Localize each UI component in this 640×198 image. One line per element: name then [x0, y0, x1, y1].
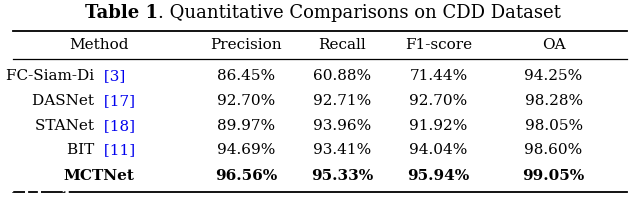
Text: 98.05%: 98.05% [525, 119, 582, 133]
Text: 91.92%: 91.92% [409, 119, 468, 133]
Text: 98.60%: 98.60% [524, 144, 583, 157]
Text: 96.56%: 96.56% [215, 169, 278, 183]
Text: Table 1. Quantitative Comparisons on CDD Dataset: Table 1. Quantitative Comparisons on CDD… [85, 4, 555, 22]
Text: FC-Siam-Di: FC-Siam-Di [6, 69, 99, 83]
Text: [18]: [18] [99, 119, 135, 133]
Text: 95.33%: 95.33% [311, 169, 374, 183]
Text: F1-score: F1-score [405, 38, 472, 52]
Text: [3]: [3] [99, 69, 125, 83]
Text: 98.28%: 98.28% [525, 94, 582, 108]
Text: 93.96%: 93.96% [313, 119, 372, 133]
Text: 92.70%: 92.70% [409, 94, 468, 108]
Text: Precision: Precision [211, 38, 282, 52]
Text: 94.04%: 94.04% [409, 144, 468, 157]
Text: 60.88%: 60.88% [314, 69, 371, 83]
Text: Table 1: Table 1 [85, 4, 158, 22]
Text: 89.97%: 89.97% [218, 119, 275, 133]
Text: OA: OA [542, 38, 565, 52]
Text: Table 1: Table 1 [0, 189, 73, 198]
Text: 92.70%: 92.70% [217, 94, 276, 108]
Text: 71.44%: 71.44% [409, 69, 468, 83]
Text: 94.25%: 94.25% [524, 69, 583, 83]
Text: STANet: STANet [35, 119, 99, 133]
Text: Method: Method [70, 38, 129, 52]
Text: . Quantitative Comparisons on CDD Dataset: . Quantitative Comparisons on CDD Datase… [158, 4, 561, 22]
Text: 86.45%: 86.45% [218, 69, 275, 83]
Text: MCTNet: MCTNet [64, 169, 134, 183]
Text: BIT: BIT [67, 144, 99, 157]
Text: 94.69%: 94.69% [217, 144, 276, 157]
Text: Recall: Recall [319, 38, 366, 52]
Text: DASNet: DASNet [33, 94, 99, 108]
Text: [17]: [17] [99, 94, 135, 108]
Text: 93.41%: 93.41% [313, 144, 372, 157]
Text: [11]: [11] [99, 144, 135, 157]
Text: 99.05%: 99.05% [522, 169, 585, 183]
Text: 95.94%: 95.94% [407, 169, 470, 183]
Text: 92.71%: 92.71% [313, 94, 372, 108]
